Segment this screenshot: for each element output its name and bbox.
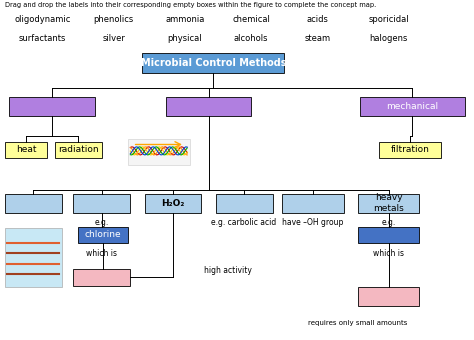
Text: which is: which is: [86, 249, 118, 258]
Text: surfactants: surfactants: [19, 34, 66, 43]
Text: heavy
metals: heavy metals: [374, 193, 404, 213]
FancyBboxPatch shape: [360, 97, 465, 116]
Text: chemical: chemical: [232, 15, 270, 24]
FancyBboxPatch shape: [145, 194, 201, 212]
Text: which is: which is: [373, 249, 404, 258]
Text: have –OH group: have –OH group: [282, 218, 344, 226]
Text: mechanical: mechanical: [386, 102, 438, 111]
Text: sporicidal: sporicidal: [368, 15, 409, 24]
FancyBboxPatch shape: [55, 142, 102, 158]
Text: physical: physical: [167, 34, 202, 43]
Text: silver: silver: [102, 34, 125, 43]
Text: H₂O₂: H₂O₂: [161, 199, 185, 208]
Text: heat: heat: [16, 146, 36, 154]
Text: Drag and drop the labels into their corresponding empty boxes within the figure : Drag and drop the labels into their corr…: [5, 2, 376, 8]
FancyBboxPatch shape: [358, 194, 419, 212]
FancyBboxPatch shape: [73, 194, 130, 212]
Text: e.g.: e.g.: [95, 218, 109, 226]
FancyBboxPatch shape: [73, 269, 130, 286]
Text: phenolics: phenolics: [94, 15, 134, 24]
Text: chlorine: chlorine: [85, 231, 121, 239]
Text: radiation: radiation: [58, 146, 99, 154]
Text: ammonia: ammonia: [165, 15, 205, 24]
FancyBboxPatch shape: [142, 53, 284, 73]
FancyBboxPatch shape: [9, 97, 95, 116]
FancyBboxPatch shape: [358, 287, 419, 306]
Text: alcohols: alcohols: [234, 34, 268, 43]
Text: requires only small amounts: requires only small amounts: [308, 320, 408, 326]
Text: steam: steam: [304, 34, 331, 43]
FancyBboxPatch shape: [282, 194, 344, 212]
Text: e.g. carbolic acid: e.g. carbolic acid: [211, 218, 277, 226]
FancyBboxPatch shape: [166, 97, 251, 116]
FancyBboxPatch shape: [5, 228, 62, 287]
Text: high activity: high activity: [204, 266, 252, 275]
FancyBboxPatch shape: [5, 142, 47, 158]
FancyBboxPatch shape: [216, 194, 273, 212]
Text: oligodynamic: oligodynamic: [15, 15, 71, 24]
FancyBboxPatch shape: [379, 142, 441, 158]
Text: halogens: halogens: [370, 34, 408, 43]
Text: e.g.: e.g.: [382, 218, 396, 226]
FancyBboxPatch shape: [78, 227, 128, 243]
Text: acids: acids: [307, 15, 328, 24]
Text: filtration: filtration: [391, 146, 429, 154]
Text: Microbial Control Methods: Microbial Control Methods: [141, 58, 286, 68]
FancyBboxPatch shape: [5, 194, 62, 212]
FancyBboxPatch shape: [358, 227, 419, 243]
FancyBboxPatch shape: [128, 139, 190, 165]
